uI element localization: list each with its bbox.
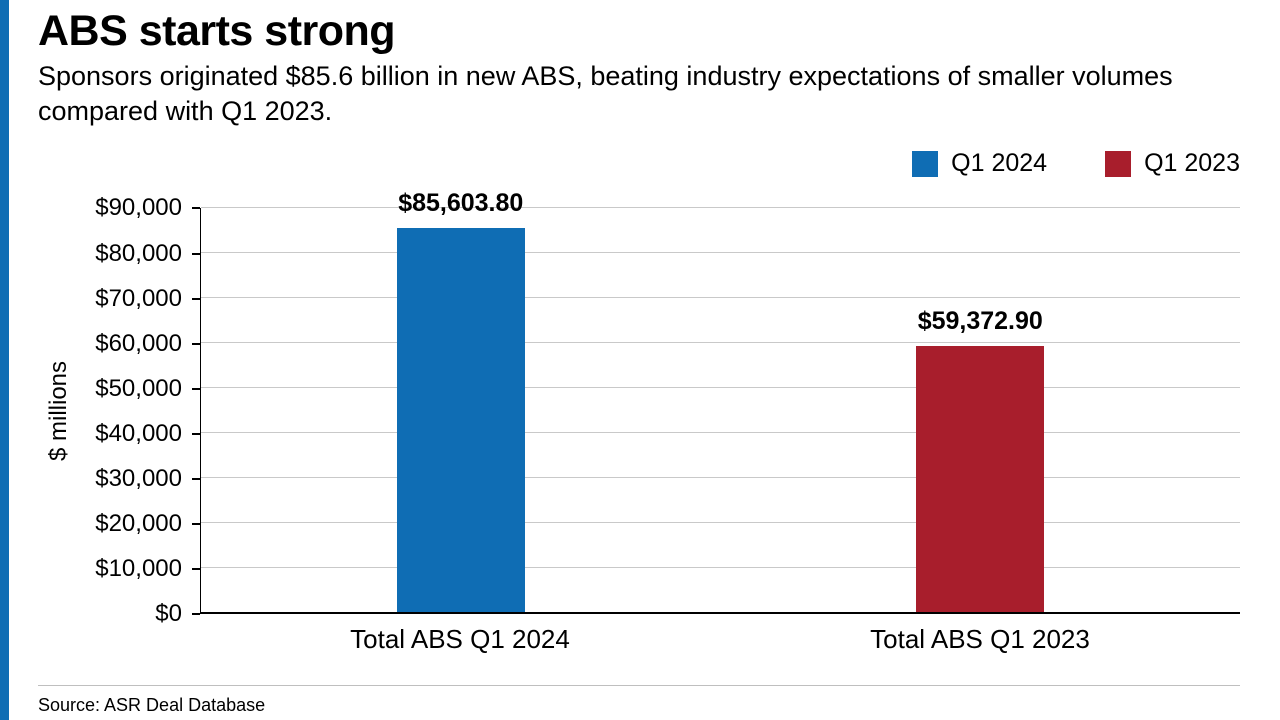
accent-left-border — [0, 0, 9, 720]
gridline — [201, 297, 1240, 299]
gridline — [201, 387, 1240, 389]
gridline — [201, 252, 1240, 254]
plot-area: $85,603.80 $59,372.90 — [200, 189, 1241, 615]
bar-cell: $59,372.90 — [721, 208, 1241, 613]
bar-value-label: $59,372.90 — [917, 306, 1043, 335]
bars-container: $85,603.80 $59,372.90 — [201, 189, 1241, 613]
y-axis-title: $ millions — [45, 361, 72, 462]
x-category-label: Total ABS Q1 2023 — [870, 624, 1090, 655]
bar-cell: $85,603.80 — [201, 189, 721, 613]
y-tick-label: $30,000 — [95, 465, 182, 493]
y-tick-mark — [192, 252, 200, 255]
legend-swatch-icon — [912, 150, 939, 177]
gridline — [201, 476, 1240, 478]
y-tick-mark — [192, 523, 200, 526]
gridline — [201, 207, 1240, 209]
chart-title: ABS starts strong — [38, 7, 396, 55]
y-tick-label: $20,000 — [95, 510, 182, 538]
y-tick-label: $50,000 — [95, 374, 182, 402]
x-axis-category-labels: Total ABS Q1 2024 Total ABS Q1 2023 — [200, 624, 1240, 655]
gridline — [201, 521, 1240, 523]
y-tick-mark — [192, 207, 200, 210]
y-tick-mark — [192, 297, 200, 300]
y-tick-label: $70,000 — [95, 284, 182, 312]
legend-item: Q1 2023 — [1105, 149, 1240, 178]
source-line: Source: ASR Deal Database — [38, 685, 1240, 716]
gridline — [201, 566, 1240, 568]
y-axis-tick-labels: $0 $10,000 $20,000 $30,000 $40,000 $50,000 $60… — [80, 194, 200, 627]
y-tick-mark — [192, 613, 200, 616]
y-tick-label: $90,000 — [95, 194, 182, 222]
gridline — [201, 431, 1240, 433]
y-tick-label: $80,000 — [95, 239, 182, 267]
y-tick-mark — [192, 387, 200, 390]
y-tick-mark — [192, 342, 200, 345]
y-tick-mark — [192, 478, 200, 481]
y-tick-label: $0 — [155, 600, 182, 628]
bar — [396, 228, 525, 613]
x-category-label: Total ABS Q1 2024 — [350, 624, 570, 655]
legend-label: Q1 2024 — [951, 149, 1048, 178]
chart-content: ABS starts strong Sponsors originated $8… — [38, 0, 1240, 655]
legend-swatch-icon — [1105, 150, 1132, 177]
bar-value-label: $85,603.80 — [398, 189, 524, 218]
bar-chart: $ millions $0 $10,000 $20,000 $30,000 $40,00… — [38, 189, 1241, 655]
legend: Q1 2024 Q1 2023 — [38, 149, 1240, 178]
bar — [916, 345, 1045, 613]
legend-item: Q1 2024 — [912, 149, 1047, 178]
y-tick-mark — [192, 568, 200, 571]
y-tick-label: $10,000 — [95, 555, 182, 583]
chart-subtitle: Sponsors originated $85.6 billion in new… — [38, 61, 1173, 127]
y-tick-mark — [192, 433, 200, 436]
legend-label: Q1 2023 — [1144, 149, 1240, 178]
gridline — [201, 342, 1240, 344]
y-tick-label: $60,000 — [95, 329, 182, 357]
y-tick-label: $40,000 — [95, 420, 182, 448]
